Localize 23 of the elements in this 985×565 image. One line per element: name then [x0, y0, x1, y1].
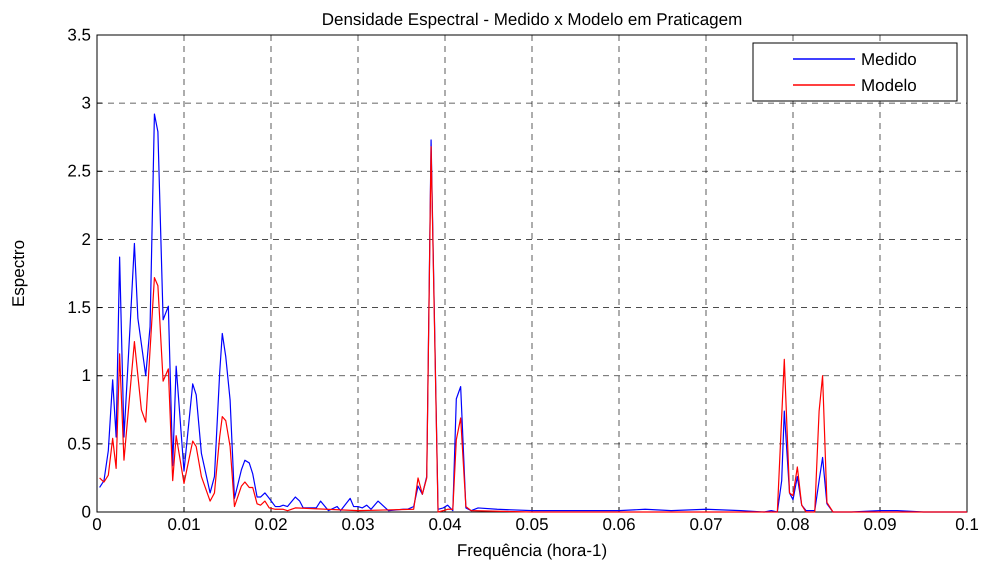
chart-title: Densidade Espectral - Medido x Modelo em Praticagem [322, 10, 742, 29]
x-tick-label: 0.03 [341, 515, 375, 534]
x-axis-title: Frequência (hora-1) [456, 541, 608, 560]
x-tick-label: 0.09 [863, 515, 897, 534]
x-tick-label: 0.1 [955, 515, 979, 534]
x-tick-label: 0.01 [167, 515, 201, 534]
x-tick-label: 0.07 [689, 515, 723, 534]
y-axis-title: Espectro [9, 240, 28, 308]
x-tick-label: 0.04 [428, 515, 462, 534]
x-tick-label: 0.02 [254, 515, 288, 534]
x-tick-label: 0.06 [602, 515, 636, 534]
y-tick-label: 0.5 [67, 434, 91, 454]
x-tick-label: 0.05 [515, 515, 549, 534]
y-tick-label: 0 [82, 502, 91, 522]
y-tick-label: 2 [82, 230, 91, 249]
legend-label: Medido [861, 50, 917, 69]
y-tick-label: 1 [82, 366, 91, 386]
y-tick-label: 3.5 [67, 25, 91, 44]
legend-label: Modelo [861, 76, 917, 95]
y-tick-label: 2.5 [67, 162, 91, 181]
y-tick-label: 1.5 [67, 298, 91, 318]
y-tick-label: 3 [82, 94, 91, 113]
x-tick-label: 0.08 [776, 515, 810, 534]
